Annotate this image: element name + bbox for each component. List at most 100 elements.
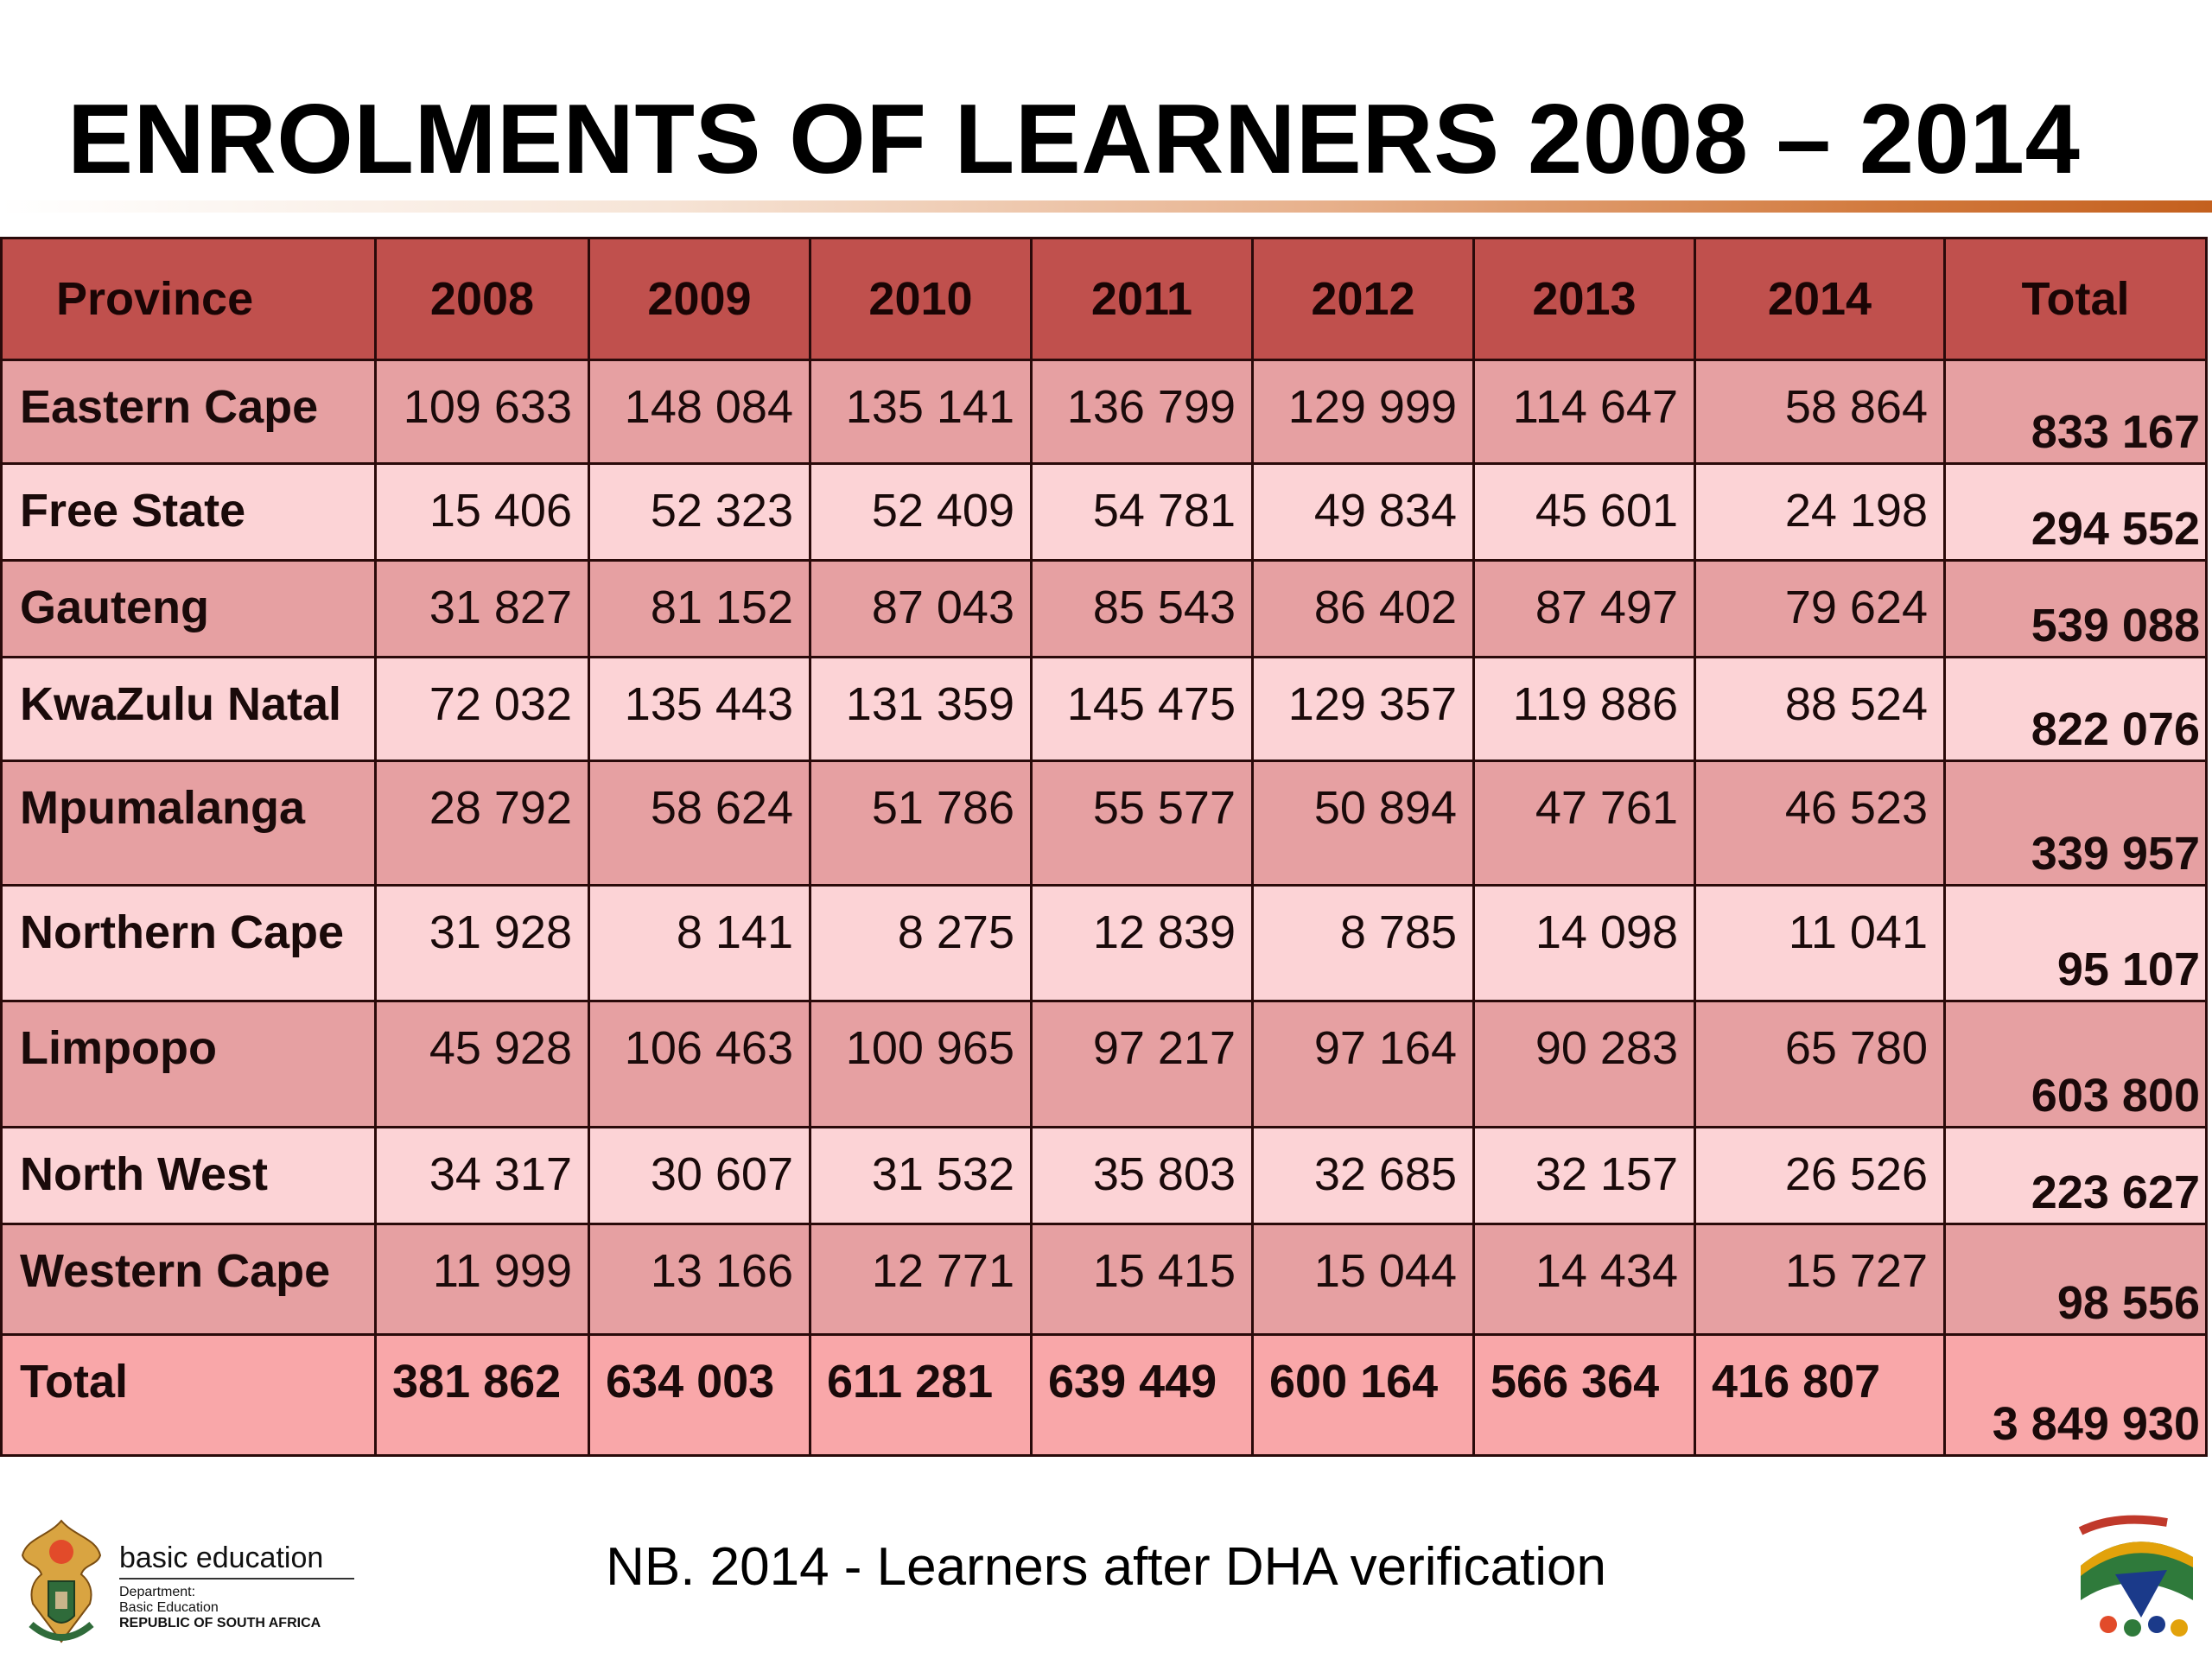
value-cell: 129 999: [1251, 359, 1475, 465]
page-title: ENROLMENTS OF LEARNERS 2008 – 2014: [67, 85, 2081, 194]
grand-total-value: 611 281: [809, 1333, 1033, 1457]
value-cell: 114 647: [1472, 359, 1696, 465]
value-cell: 87 497: [1472, 559, 1696, 659]
value-cell: 97 164: [1251, 999, 1475, 1128]
province-cell: Limpopo: [0, 999, 377, 1128]
value-cell: 131 359: [809, 656, 1033, 763]
value-cell: 54 781: [1030, 461, 1254, 563]
dept-line-2: Basic Education: [119, 1600, 219, 1615]
value-cell: 30 607: [588, 1125, 811, 1225]
dept-line-1: Department:: [119, 1585, 196, 1599]
table-row: North West 34 317 30 607 31 532 35 803 32 685…: [0, 1125, 2208, 1225]
value-cell: 14 434: [1472, 1222, 1696, 1337]
header-2009: 2009: [588, 237, 811, 361]
value-cell: 87 043: [809, 559, 1033, 659]
row-total-cell: 603 800: [1943, 999, 2208, 1128]
grand-total-value: 639 449: [1030, 1333, 1254, 1457]
value-cell: 86 402: [1251, 559, 1475, 659]
grand-total-label: Total: [0, 1333, 377, 1457]
province-cell: Gauteng: [0, 559, 377, 659]
row-total-cell: 294 552: [1943, 461, 2208, 563]
row-total-cell: 539 088: [1943, 559, 2208, 659]
header-2014: 2014: [1694, 237, 1946, 361]
grand-total-value: 634 003: [588, 1333, 811, 1457]
row-total-cell: 223 627: [1943, 1125, 2208, 1225]
table-row: Eastern Cape 109 633 148 084 135 141 136 799…: [0, 359, 2208, 465]
province-cell: Mpumalanga: [0, 760, 377, 887]
value-cell: 49 834: [1251, 461, 1475, 563]
dept-line-3: REPUBLIC OF SOUTH AFRICA: [119, 1616, 321, 1630]
province-cell: Eastern Cape: [0, 359, 377, 465]
province-cell: Northern Cape: [0, 883, 377, 1002]
coat-of-arms-icon: [21, 1519, 102, 1643]
value-cell: 81 152: [588, 559, 811, 659]
value-cell: 135 443: [588, 656, 811, 763]
value-cell: 51 786: [809, 760, 1033, 887]
value-cell: 119 886: [1472, 656, 1696, 763]
value-cell: 15 044: [1251, 1222, 1475, 1337]
value-cell: 8 141: [588, 883, 811, 1002]
value-cell: 90 283: [1472, 999, 1696, 1128]
row-total-cell: 95 107: [1943, 883, 2208, 1002]
value-cell: 52 323: [588, 461, 811, 563]
value-cell: 79 624: [1694, 559, 1946, 659]
table-row: Mpumalanga 28 792 58 624 51 786 55 577 50 894…: [0, 760, 2208, 887]
value-cell: 12 771: [809, 1222, 1033, 1337]
row-total-cell: 822 076: [1943, 656, 2208, 763]
value-cell: 148 084: [588, 359, 811, 465]
20-years-freedom-logo-icon: [2078, 1515, 2193, 1637]
table-row: Northern Cape 31 928 8 141 8 275 12 839 8 785…: [0, 883, 2208, 1002]
header-2013: 2013: [1472, 237, 1696, 361]
value-cell: 31 928: [374, 883, 590, 1002]
value-cell: 24 198: [1694, 461, 1946, 563]
value-cell: 52 409: [809, 461, 1033, 563]
grand-total-value: 416 807: [1694, 1333, 1946, 1457]
header-2012: 2012: [1251, 237, 1475, 361]
table-row: KwaZulu Natal 72 032 135 443 131 359 145 475…: [0, 656, 2208, 763]
value-cell: 35 803: [1030, 1125, 1254, 1225]
value-cell: 45 601: [1472, 461, 1696, 563]
value-cell: 106 463: [588, 999, 811, 1128]
value-cell: 15 406: [374, 461, 590, 563]
value-cell: 97 217: [1030, 999, 1254, 1128]
footer-note: NB. 2014 - Learners after DHA verificati…: [606, 1537, 1606, 1597]
enrolment-table: Province 2008 2009 2010 2011 2012 2013 2…: [0, 237, 2208, 1457]
value-cell: 12 839: [1030, 883, 1254, 1002]
value-cell: 8 785: [1251, 883, 1475, 1002]
value-cell: 135 141: [809, 359, 1033, 465]
grand-total-value: 600 164: [1251, 1333, 1475, 1457]
value-cell: 32 685: [1251, 1125, 1475, 1225]
value-cell: 11 041: [1694, 883, 1946, 1002]
table-row: Gauteng 31 827 81 152 87 043 85 543 86 402 87 …: [0, 559, 2208, 659]
header-province: Province: [0, 237, 377, 361]
dept-divider: [119, 1578, 354, 1580]
grand-total-value: 566 364: [1472, 1333, 1696, 1457]
value-cell: 46 523: [1694, 760, 1946, 887]
province-cell: North West: [0, 1125, 377, 1225]
header-2010: 2010: [809, 237, 1033, 361]
province-cell: Free State: [0, 461, 377, 563]
value-cell: 58 864: [1694, 359, 1946, 465]
table-header-row: Province 2008 2009 2010 2011 2012 2013 2…: [0, 237, 2208, 361]
value-cell: 55 577: [1030, 760, 1254, 887]
province-cell: Western Cape: [0, 1222, 377, 1337]
value-cell: 88 524: [1694, 656, 1946, 763]
value-cell: 129 357: [1251, 656, 1475, 763]
value-cell: 31 532: [809, 1125, 1033, 1225]
value-cell: 72 032: [374, 656, 590, 763]
province-cell: KwaZulu Natal: [0, 656, 377, 763]
value-cell: 26 526: [1694, 1125, 1946, 1225]
value-cell: 136 799: [1030, 359, 1254, 465]
value-cell: 65 780: [1694, 999, 1946, 1128]
value-cell: 15 727: [1694, 1222, 1946, 1337]
value-cell: 100 965: [809, 999, 1033, 1128]
grand-total-row: Total 381 862 634 003 611 281 639 449 600 164…: [0, 1333, 2208, 1457]
row-total-cell: 98 556: [1943, 1222, 2208, 1337]
value-cell: 45 928: [374, 999, 590, 1128]
grand-total-value: 381 862: [374, 1333, 590, 1457]
value-cell: 109 633: [374, 359, 590, 465]
grand-total-cell: 3 849 930: [1943, 1333, 2208, 1457]
value-cell: 28 792: [374, 760, 590, 887]
value-cell: 14 098: [1472, 883, 1696, 1002]
value-cell: 15 415: [1030, 1222, 1254, 1337]
